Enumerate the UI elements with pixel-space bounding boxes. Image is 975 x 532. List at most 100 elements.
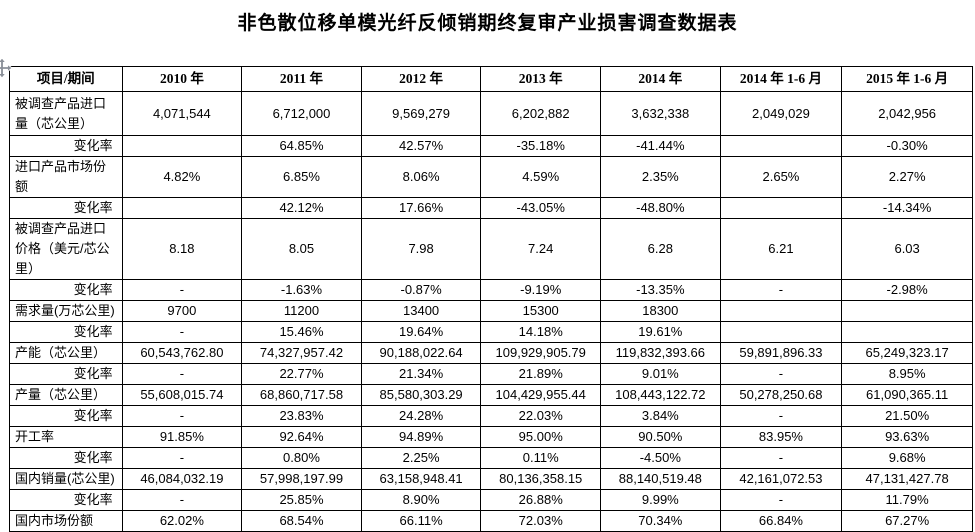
table-row: 产能（芯公里） 60,543,762.80 74,327,957.42 90,188,… — [9, 342, 973, 364]
data-cell: 92.64% — [241, 426, 362, 448]
data-cell: 4,071,544 — [121, 91, 243, 136]
data-cell: 59,891,896.33 — [719, 342, 843, 364]
data-cell: -48.80% — [600, 197, 721, 219]
data-cell: 68,860,717.58 — [241, 384, 362, 406]
table-row: 变化率 -23.83% 24.28% 22.03% 3.84% -21.50% — [9, 405, 973, 427]
column-header: 2010 年 — [121, 66, 243, 92]
data-cell: 42,161,072.53 — [719, 468, 843, 490]
table-body: 被调查产品进口量（芯公里） 4,071,544 6,712,000 9,569,279… — [9, 91, 973, 532]
data-cell: 55,608,015.74 — [121, 384, 243, 406]
data-cell: 91.85% — [121, 426, 243, 448]
row-label: 需求量(万芯公里) — [9, 300, 123, 322]
corner-header: 项目/期间 — [9, 66, 123, 92]
data-cell: 66.84% — [719, 510, 843, 532]
data-cell: -35.18% — [480, 135, 602, 157]
data-cell: - — [121, 489, 243, 511]
data-cell: 14.18% — [480, 321, 602, 343]
table-row: 产量（芯公里） 55,608,015.74 68,860,717.58 85,580,… — [9, 384, 973, 406]
data-cell — [719, 135, 843, 157]
data-cell: 70.34% — [600, 510, 721, 532]
data-cell: -0.87% — [360, 279, 482, 301]
row-label: 国内销量(芯公里) — [9, 468, 123, 490]
data-cell: 0.11% — [480, 447, 602, 469]
data-cell: - — [121, 279, 243, 301]
table-row: 被调查产品进口量（芯公里） 4,071,544 6,712,000 9,569,279… — [9, 91, 973, 136]
data-cell: 18300 — [600, 300, 721, 322]
data-cell: 6.28 — [600, 218, 721, 280]
data-cell: 11.79% — [841, 489, 973, 511]
data-cell: 80,136,358.15 — [480, 468, 602, 490]
data-cell: -14.34% — [841, 197, 973, 219]
data-cell: 6.03 — [841, 218, 973, 280]
column-header: 2012 年 — [360, 66, 482, 92]
data-cell: 7.24 — [480, 218, 602, 280]
data-cell: -4.50% — [600, 447, 721, 469]
data-cell: 3.84% — [600, 405, 721, 427]
data-cell: 4.59% — [480, 156, 602, 198]
data-cell: 72.03% — [480, 510, 602, 532]
data-cell: 60,543,762.80 — [121, 342, 243, 364]
data-cell: 61,090,365.11 — [841, 384, 973, 406]
data-cell: 9.99% — [600, 489, 721, 511]
data-cell: 24.28% — [360, 405, 482, 427]
data-cell: 0.80% — [241, 447, 362, 469]
data-cell: -0.30% — [841, 135, 973, 157]
data-cell: -13.35% — [600, 279, 721, 301]
column-header: 2013 年 — [480, 66, 602, 92]
data-cell: 15.46% — [241, 321, 362, 343]
data-cell: 119,832,393.66 — [600, 342, 721, 364]
data-cell: 4.82% — [121, 156, 243, 198]
data-cell: 2.65% — [719, 156, 843, 198]
column-header: 2014 年 1-6 月 — [719, 66, 843, 92]
data-cell: 109,929,905.79 — [480, 342, 602, 364]
data-cell — [841, 321, 973, 343]
data-cell: 66.11% — [360, 510, 482, 532]
page-title: 非色散位移单模光纤反倾销期终复审产业损害调查数据表 — [237, 13, 738, 34]
row-label: 产能（芯公里） — [9, 342, 123, 364]
column-header: 2014 年 — [600, 66, 721, 92]
data-cell: 74,327,957.42 — [241, 342, 362, 364]
row-label: 变化率 — [9, 197, 123, 219]
data-cell: 22.77% — [241, 363, 362, 385]
data-cell — [121, 197, 243, 219]
injury-investigation-data-table: 项目/期间 2010 年 2011 年 2012 年 2013 年 2014 年 2014 … — [9, 66, 973, 532]
data-cell: 68.54% — [241, 510, 362, 532]
row-label: 被调查产品进口量（芯公里） — [9, 91, 123, 136]
data-cell: 21.34% — [360, 363, 482, 385]
data-cell: -2.98% — [841, 279, 973, 301]
data-cell: 65,249,323.17 — [841, 342, 973, 364]
data-cell: 23.83% — [241, 405, 362, 427]
data-cell: - — [719, 279, 843, 301]
data-cell: - — [121, 363, 243, 385]
data-cell — [121, 135, 243, 157]
data-cell: 93.63% — [841, 426, 973, 448]
data-cell: - — [121, 321, 243, 343]
data-cell: 17.66% — [360, 197, 482, 219]
row-label: 产量（芯公里） — [9, 384, 123, 406]
data-cell: 42.12% — [241, 197, 362, 219]
data-cell: 104,429,955.44 — [480, 384, 602, 406]
row-label: 变化率 — [9, 447, 123, 469]
data-cell: 95.00% — [480, 426, 602, 448]
move-cursor-icon — [0, 57, 13, 79]
data-cell: 9,569,279 — [360, 91, 482, 136]
data-cell — [719, 197, 843, 219]
row-label: 变化率 — [9, 279, 123, 301]
table-row: 变化率 64.85% 42.57% -35.18% -41.44% -0.30% — [9, 135, 973, 157]
table-row: 国内销量(芯公里) 46,084,032.19 57,998,197.99 63,15… — [9, 468, 973, 490]
data-cell: 3,632,338 — [600, 91, 721, 136]
row-label: 变化率 — [9, 135, 123, 157]
data-cell: 2.35% — [600, 156, 721, 198]
data-cell: 9.68% — [841, 447, 973, 469]
table-row: 变化率 -25.85% 8.90% 26.88% 9.99% -11.79% — [9, 489, 973, 511]
data-cell: 88,140,519.48 — [600, 468, 721, 490]
table-row: 进口产品市场份额 4.82% 6.85% 8.06% 4.59% 2.35% 2.65% 2.… — [9, 156, 973, 198]
table-row: 变化率 - -1.63% -0.87% -9.19% -13.35% - -2.98% — [9, 279, 973, 301]
row-label: 国内市场份额 — [9, 510, 123, 532]
data-cell: 9700 — [121, 300, 243, 322]
row-label: 变化率 — [9, 363, 123, 385]
table-row: 变化率 42.12% 17.66% -43.05% -48.80% -14.34% — [9, 197, 973, 219]
data-cell — [719, 321, 843, 343]
data-cell: 13400 — [360, 300, 482, 322]
data-cell: 2,049,029 — [719, 91, 843, 136]
